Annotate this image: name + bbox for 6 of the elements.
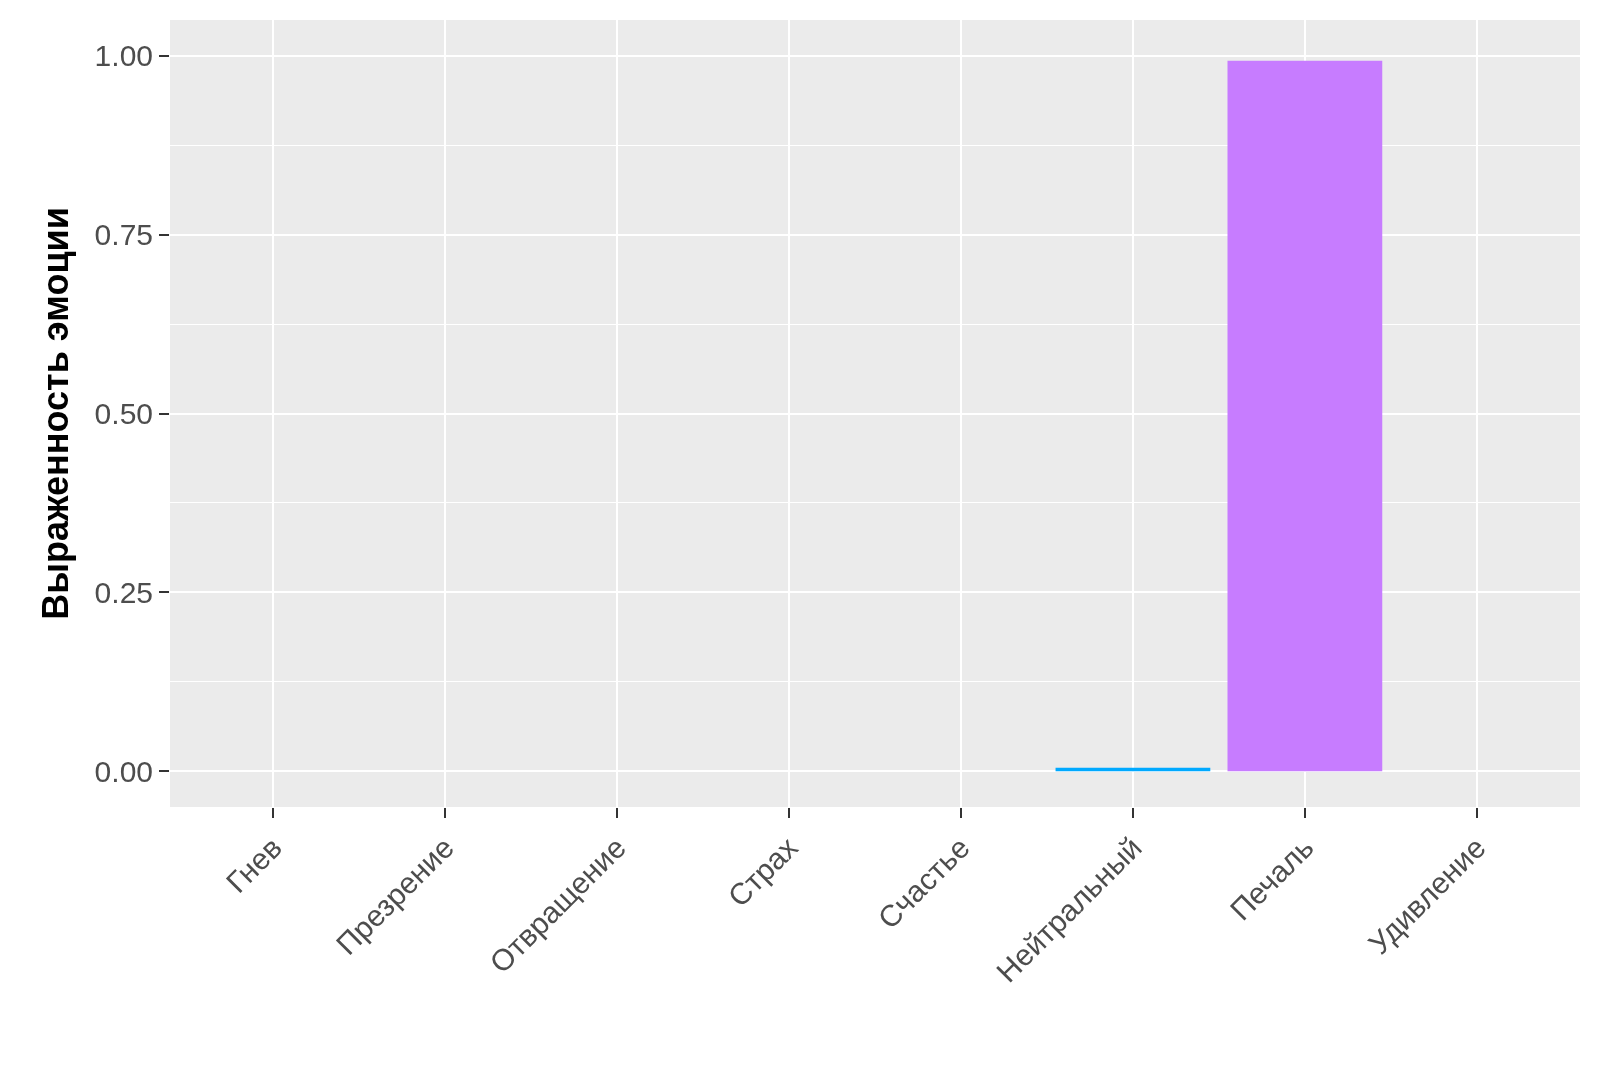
y-tick-label: 0.75 (94, 218, 153, 252)
y-tick-label: 0.50 (94, 397, 153, 430)
y-axis-title: Выраженность эмоции (34, 207, 76, 620)
y-tick-label: 0.00 (94, 754, 153, 788)
y-tick-label: 0.25 (94, 575, 153, 609)
y-tick-label: 1.00 (94, 39, 153, 73)
